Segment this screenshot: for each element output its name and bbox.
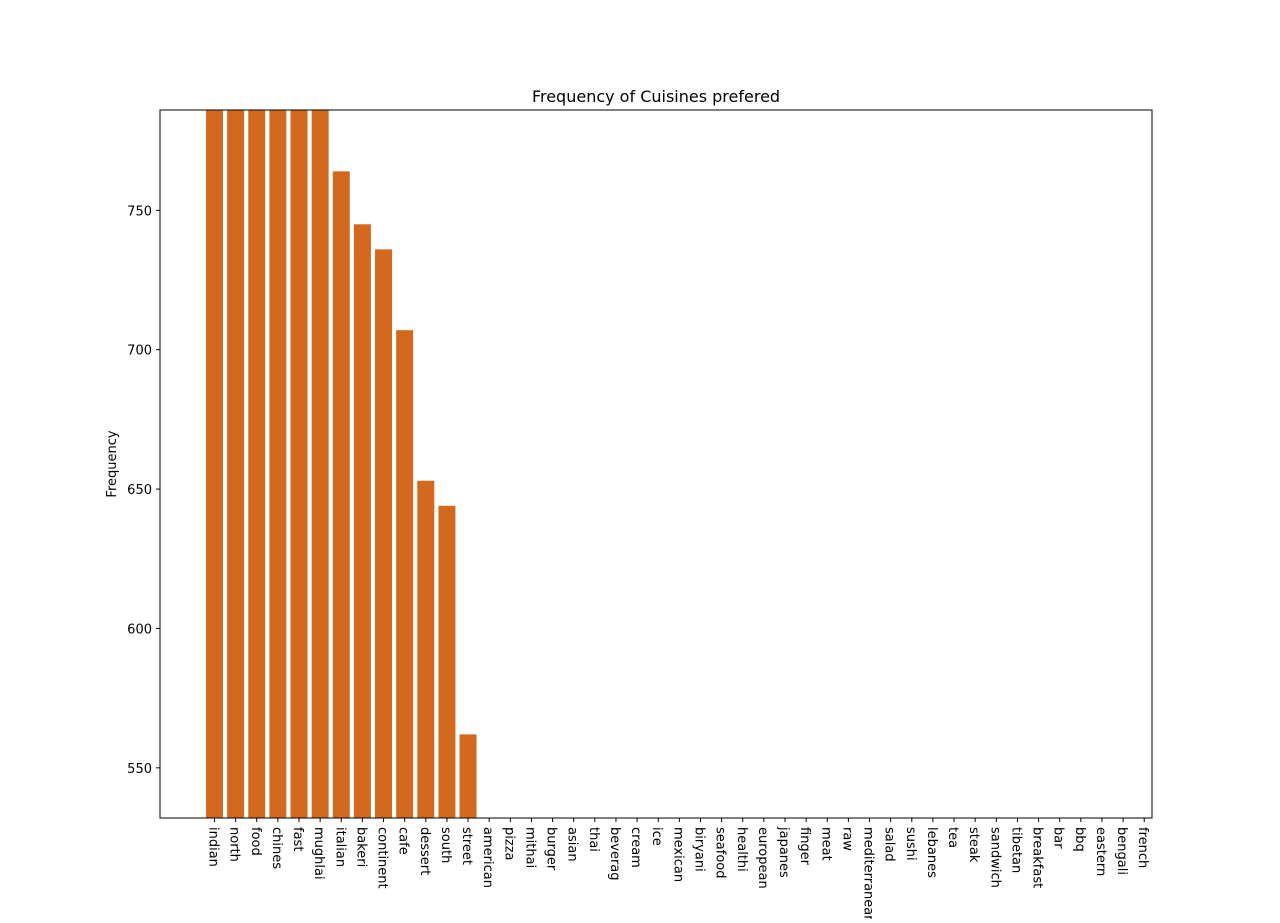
x-tick-label: mithai [522, 827, 537, 868]
y-tick-label: 750 [127, 204, 152, 219]
x-tick-label: cream [628, 827, 643, 868]
x-tick-label: sandwich [987, 827, 1002, 888]
axes-frame [159, 109, 1153, 819]
bar [206, 110, 223, 818]
bar [438, 505, 456, 818]
bar [375, 249, 393, 818]
y-tick-label: 600 [127, 622, 152, 637]
x-tick-label: healthi [734, 827, 749, 872]
bars [206, 110, 477, 818]
x-tick-label: seafood [713, 827, 728, 878]
y-tick-label: 650 [127, 483, 152, 498]
x-tick-label: north [227, 827, 242, 862]
bar [332, 171, 350, 818]
x-tick-label: cafe [396, 827, 411, 855]
x-tick-label: mexican [670, 827, 685, 882]
x-tick-label: mughlai [311, 827, 326, 880]
y-tick-label: 700 [127, 344, 152, 359]
bar [396, 330, 414, 818]
bar [417, 480, 435, 818]
x-tick-label: lebanes [924, 827, 939, 878]
x-tick-label: eastern [1093, 827, 1108, 876]
x-tick-label: salad [882, 827, 897, 862]
x-tick-label: american [480, 827, 495, 888]
x-tick-label: dessert [417, 827, 432, 875]
x-tick-label: fast [290, 827, 305, 851]
chart-title: Frequency of Cuisines prefered [532, 87, 780, 106]
x-tick-label: bakeri [353, 827, 368, 867]
x-tick-label: tea [945, 827, 960, 848]
x-tick-label: french [1135, 827, 1150, 868]
x-tick-label: bbq [1072, 827, 1087, 852]
x-tick-label: burger [544, 827, 559, 871]
bar [227, 110, 245, 818]
bar [311, 110, 329, 818]
x-tick-label: tibetan [1008, 827, 1023, 873]
x-tick-label: mediterranean [861, 827, 876, 919]
x-tick-label: bar [1051, 827, 1066, 849]
x-tick-label: sushi [903, 827, 918, 861]
bar [459, 734, 477, 818]
x-tick-label: japanes [776, 826, 791, 878]
x-tick-label: thai [586, 827, 601, 852]
x-tick-label: asian [565, 827, 580, 862]
x-tick-label: european [755, 827, 770, 889]
y-axis-label: Frequency [105, 430, 120, 497]
bar [290, 110, 308, 818]
x-tick-label: pizza [501, 827, 516, 860]
x-tick-label: food [248, 827, 263, 856]
x-tick-label: finger [797, 827, 812, 866]
x-tick-label: street [459, 827, 474, 865]
x-tick-label: continent [375, 827, 390, 889]
bar [269, 110, 287, 818]
x-tick-label: italian [332, 827, 347, 867]
x-tick-label: raw [839, 827, 854, 851]
x-tick-label: ice [649, 827, 664, 846]
y-tick-label: 550 [127, 762, 152, 777]
x-tick-label: beverag [607, 827, 622, 881]
bar [353, 224, 371, 818]
x-tick-label: meat [818, 827, 833, 861]
x-tick-label: bengali [1114, 827, 1129, 875]
x-tick-label: breakfast [1030, 827, 1045, 888]
x-tick-label: south [438, 827, 453, 863]
bar [248, 110, 266, 818]
x-tick-label: indian [206, 827, 221, 867]
x-tick-label: biryani [691, 827, 706, 872]
x-tick-label: chines [269, 827, 284, 869]
x-tick-label: steak [966, 827, 981, 863]
